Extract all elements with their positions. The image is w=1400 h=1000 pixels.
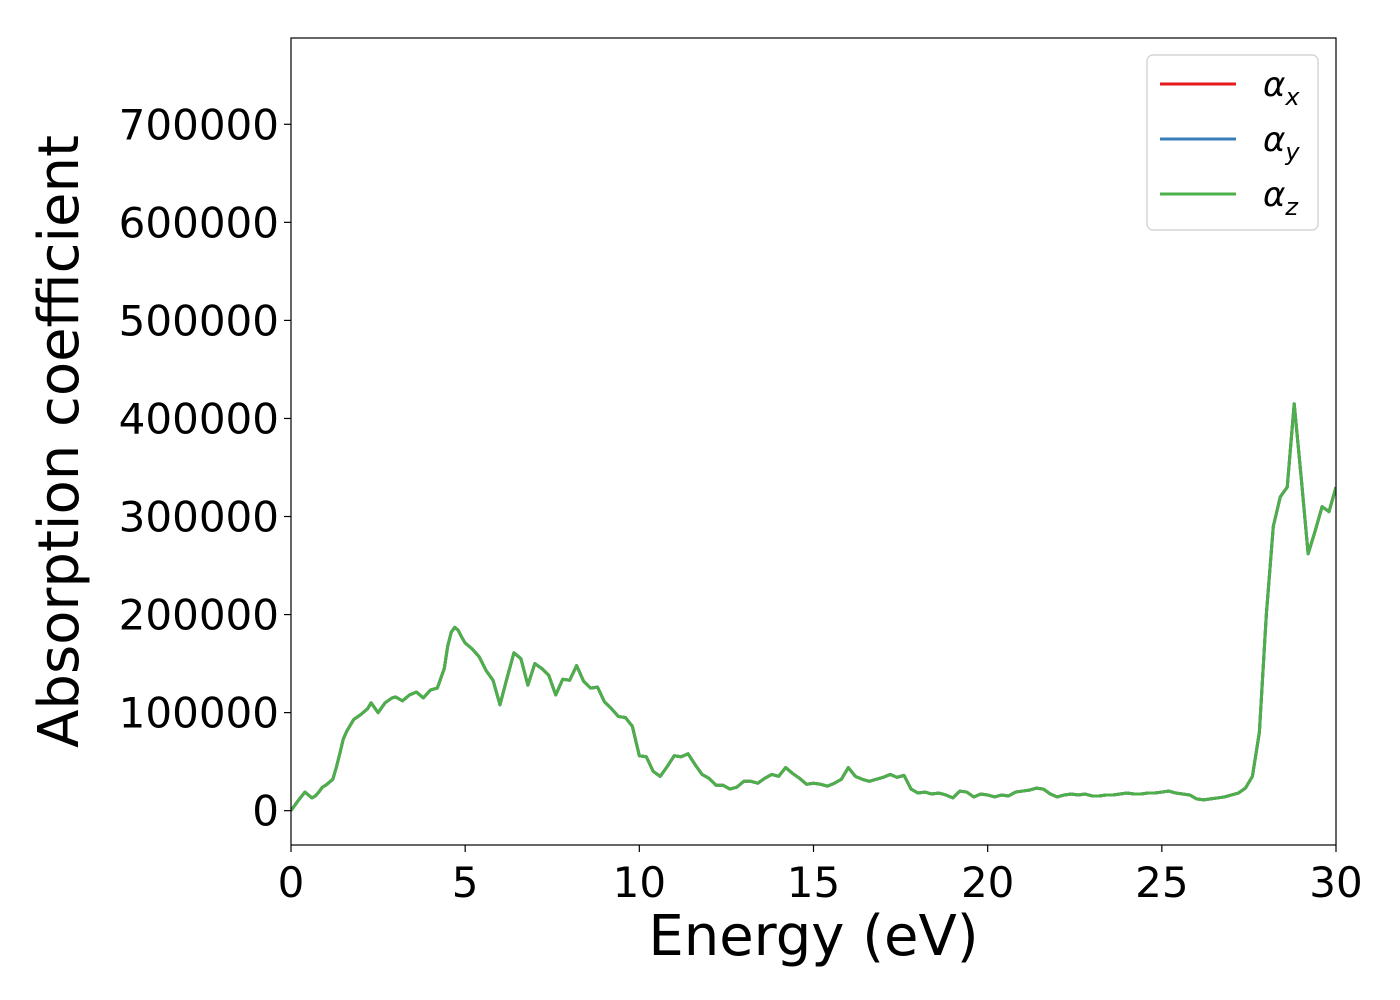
x-tick-label: 5 bbox=[452, 858, 479, 907]
y-tick-label: 200000 bbox=[119, 591, 279, 640]
x-tick-label: 30 bbox=[1309, 858, 1362, 907]
x-tick-label: 20 bbox=[961, 858, 1014, 907]
y-axis: 0 100000 200000 300000 400000 500000 600000 700… bbox=[119, 100, 291, 836]
x-axis-title: Energy (eV) bbox=[648, 904, 978, 969]
y-tick-label: 300000 bbox=[119, 493, 279, 542]
y-tick-label: 0 bbox=[252, 787, 279, 836]
x-tick-label: 0 bbox=[278, 858, 305, 907]
plot-area bbox=[291, 402, 1336, 812]
x-tick-label: 10 bbox=[613, 858, 666, 907]
y-tick-label: 400000 bbox=[119, 394, 279, 443]
x-tick-label: 15 bbox=[787, 858, 840, 907]
legend-label-x: αx bbox=[1263, 65, 1300, 111]
y-tick-label: 100000 bbox=[119, 689, 279, 738]
y-tick-label: 600000 bbox=[119, 198, 279, 247]
x-axis: 0 5 10 15 20 25 30 bbox=[278, 845, 1363, 907]
legend: αx αy αz bbox=[1146, 54, 1319, 231]
legend-box bbox=[1146, 54, 1319, 231]
legend-label-z: αz bbox=[1263, 175, 1299, 221]
y-tick-label: 700000 bbox=[119, 100, 279, 149]
axes-frame bbox=[290, 37, 1337, 846]
y-axis-title: Absorption coefficient bbox=[27, 135, 92, 748]
x-tick-label: 25 bbox=[1135, 858, 1188, 907]
series-line-z bbox=[291, 402, 1336, 812]
legend-label-y: αy bbox=[1263, 120, 1300, 166]
y-tick-label: 500000 bbox=[119, 296, 279, 345]
